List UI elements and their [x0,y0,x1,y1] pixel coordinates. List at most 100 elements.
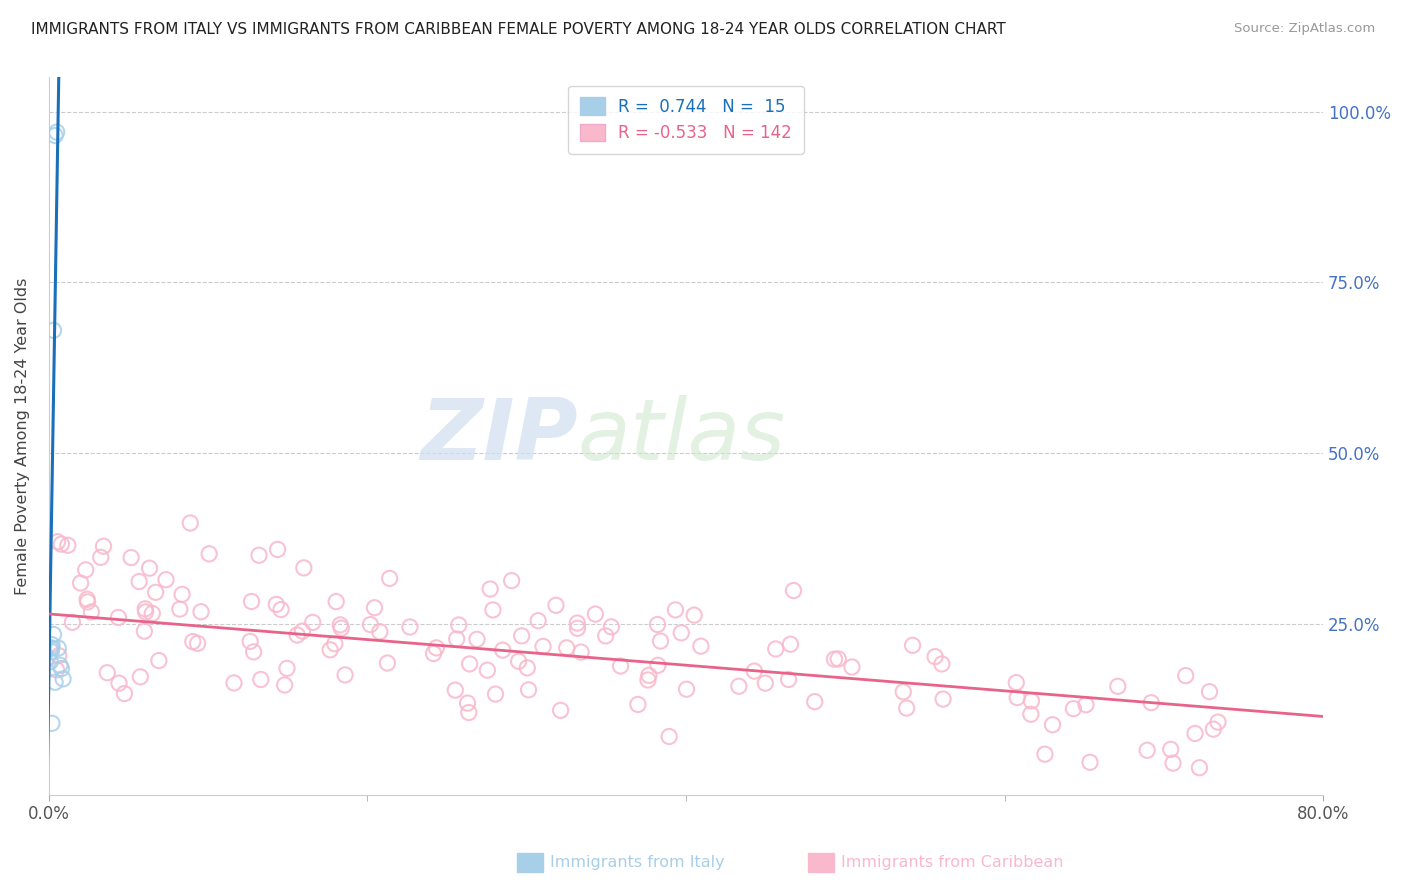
Point [627,698,650,712]
Point [457,696,479,710]
Point [134,624,156,639]
Point [658,730,681,744]
Point [69,576,91,591]
Point [90,550,112,565]
Point [46,641,69,656]
Point [145,585,167,599]
Point [359,617,381,632]
Text: Immigrants from Italy: Immigrants from Italy [550,855,724,870]
Point [62,615,84,630]
Point [76,592,98,607]
Point [595,629,617,643]
Point [39,655,62,669]
Point [330,621,353,635]
Point [179,516,201,530]
Text: Source: ZipAtlas.com: Source: ZipAtlas.com [1234,22,1375,36]
Point [778,673,800,687]
Point [93,539,115,553]
Point [333,668,356,682]
Point [425,640,447,655]
Point [1174,668,1197,682]
Point [368,624,391,639]
Point [891,685,914,699]
Text: IMMIGRANTS FROM ITALY VS IMMIGRANTS FROM CARIBBEAN FEMALE POVERTY AMONG 18-24 YE: IMMIGRANTS FROM ITALY VS IMMIGRANTS FROM… [31,22,1005,37]
Point [42,323,65,337]
Point [567,621,589,635]
Point [1184,726,1206,740]
Point [378,571,401,585]
Point [49,658,72,673]
Point [1202,722,1225,736]
Point [75,563,97,577]
Point [510,629,533,643]
Point [292,561,315,575]
Point [1136,743,1159,757]
Point [187,636,209,650]
Legend: R =  0.744   N =  15, R = -0.533   N = 142: R = 0.744 N = 15, R = -0.533 N = 142 [568,86,804,153]
Point [141,607,163,621]
Point [44,128,66,143]
Point [128,574,150,589]
Point [782,583,804,598]
Point [45,663,67,677]
Point [181,634,204,648]
Point [924,649,946,664]
Point [41,716,63,731]
Point [363,600,385,615]
Point [779,637,801,651]
Point [931,657,953,671]
Point [1033,747,1056,761]
Point [96,665,118,680]
Point [827,652,849,666]
Point [44,675,66,690]
Point [1078,756,1101,770]
Point [650,634,672,648]
Point [39,644,62,658]
Point [600,620,623,634]
Point [1188,761,1211,775]
Point [51,537,73,551]
Point [129,670,152,684]
Point [56,538,79,552]
Point [567,616,589,631]
Point [803,695,825,709]
Point [671,625,693,640]
Point [896,701,918,715]
Point [727,679,749,693]
Point [266,542,288,557]
Point [501,574,523,588]
Point [399,620,422,634]
Point [479,582,502,596]
Point [477,663,499,677]
Y-axis label: Female Poverty Among 18-24 Year Olds: Female Poverty Among 18-24 Year Olds [15,277,30,595]
Point [664,603,686,617]
Point [135,605,157,619]
Text: ZIP: ZIP [420,395,578,478]
Point [108,676,131,690]
Point [824,652,846,666]
Point [276,661,298,675]
Point [239,634,262,648]
Point [285,628,308,642]
Point [112,687,135,701]
Point [240,594,263,608]
Point [754,676,776,690]
Point [51,662,73,676]
Point [457,706,479,720]
Point [1140,696,1163,710]
Point [41,638,63,652]
Point [155,573,177,587]
Point [647,658,669,673]
Point [1107,679,1129,693]
Point [742,664,765,678]
Text: Immigrants from Caribbean: Immigrants from Caribbean [841,855,1063,870]
Point [1021,694,1043,708]
Point [637,673,659,687]
Point [250,673,273,687]
Point [932,692,955,706]
Point [527,614,550,628]
Point [107,610,129,624]
Point [465,632,488,647]
Point [508,654,530,668]
Point [247,548,270,562]
